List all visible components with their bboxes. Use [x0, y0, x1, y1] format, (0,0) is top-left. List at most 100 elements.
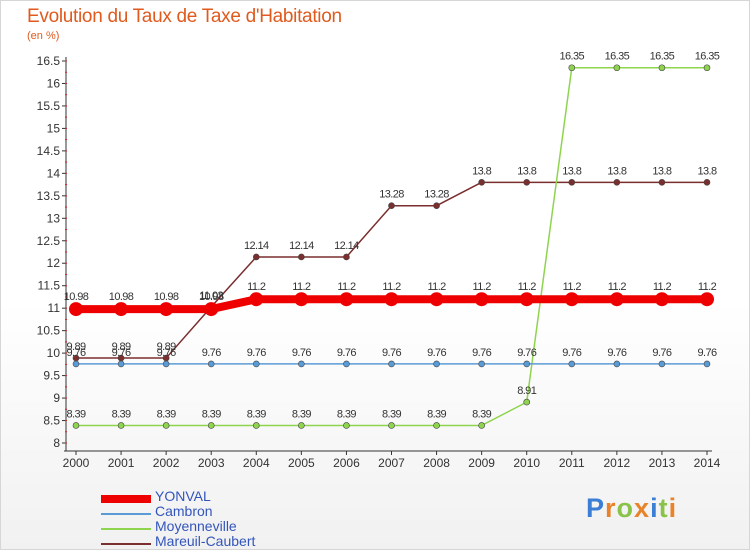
data-point: [433, 202, 440, 210]
legend-label: YONVAL: [155, 488, 211, 504]
data-point: [388, 360, 395, 368]
data-label: 8.39: [202, 408, 221, 420]
data-point: [519, 292, 534, 307]
y-tick-label: 12: [47, 256, 61, 270]
data-point: [72, 422, 80, 429]
data-point: [474, 292, 489, 307]
data-point: [339, 292, 354, 307]
x-tick-label: 2004: [243, 456, 270, 470]
data-label: 13.8: [517, 165, 536, 177]
x-tick-label: 2010: [513, 456, 540, 470]
data-label: 8.39: [292, 408, 311, 420]
data-point: [298, 360, 305, 368]
legend-label: Cambron: [155, 503, 213, 519]
data-label: 9.76: [697, 347, 716, 359]
data-label: 12.14: [334, 240, 359, 252]
data-point: [523, 398, 531, 406]
data-point: [117, 360, 125, 368]
data-point: [523, 360, 531, 368]
y-tick-label: 11: [48, 301, 61, 315]
data-label: 8.39: [66, 408, 85, 420]
chart-title: Evolution du Taux de Taxe d'Habitation: [27, 6, 342, 27]
data-label: 11.2: [427, 281, 446, 293]
data-point: [384, 292, 399, 307]
data-label: 9.76: [382, 347, 401, 359]
y-tick-label: 11.5: [38, 279, 61, 293]
data-point: [613, 64, 621, 72]
x-tick-label: 2007: [378, 456, 405, 470]
data-label: 13.8: [697, 165, 716, 177]
series-yonval: 10.98 10.98 10.98 10.98 11.2 11.2 11.2 11.2 11.2…: [64, 281, 717, 317]
logo-letter: i: [650, 493, 659, 523]
logo-letter: t: [658, 493, 669, 523]
data-point: [162, 360, 170, 368]
y-tick-label: 15.5: [37, 99, 61, 113]
y-tick-label: 16: [47, 76, 61, 90]
data-label: 13.8: [472, 165, 491, 177]
data-point: [162, 422, 170, 429]
x-tick-label: 2001: [108, 456, 135, 470]
data-point: [207, 360, 215, 368]
data-point: [609, 292, 624, 307]
data-point: [294, 292, 309, 307]
data-label: 9.89: [157, 341, 176, 353]
data-label: 8.39: [247, 408, 266, 420]
data-point: [703, 360, 711, 368]
data-point: [204, 302, 219, 317]
data-point: [658, 360, 666, 368]
data-label: 10.98: [64, 291, 89, 303]
data-label: 9.76: [607, 347, 626, 359]
x-tick-label: 2005: [288, 456, 315, 470]
x-tick-label: 2013: [649, 456, 676, 470]
data-label: 9.76: [562, 347, 581, 359]
x-tick-label: 2009: [468, 456, 495, 470]
data-point: [564, 292, 579, 307]
logo-letter: r: [605, 493, 617, 523]
data-label: 8.39: [472, 408, 491, 420]
data-label: 9.89: [66, 341, 85, 353]
data-point: [388, 422, 395, 429]
y-tick-label: 14.5: [37, 144, 61, 158]
data-point: [658, 64, 666, 72]
data-point: [343, 253, 350, 261]
data-point: [478, 179, 485, 186]
data-point: [568, 179, 576, 186]
data-point: [207, 422, 215, 429]
y-tick-label: 8: [53, 436, 60, 450]
data-label: 10.98: [199, 291, 224, 303]
data-point: [343, 360, 350, 368]
y-tick-label: 16.5: [37, 54, 61, 68]
data-label: 8.39: [427, 408, 446, 420]
y-tick-label: 14: [47, 166, 61, 180]
data-label: 11.2: [653, 281, 672, 293]
data-label: 13.28: [379, 189, 404, 201]
data-point: [159, 302, 174, 317]
proxiti-logo: Proxiti: [586, 493, 677, 524]
legend-swatch: [101, 543, 151, 545]
x-tick-label: 2014: [694, 456, 721, 470]
y-tick-label: 10.5: [37, 324, 61, 338]
data-point: [433, 360, 440, 368]
data-label: 9.76: [652, 347, 671, 359]
x-tick-label: 2006: [333, 456, 360, 470]
data-point: [249, 292, 264, 307]
data-label: 13.8: [562, 165, 581, 177]
series-line: [75, 66, 708, 427]
x-tick-label: 2012: [604, 456, 631, 470]
data-label: 9.76: [472, 347, 491, 359]
logo-letter: i: [668, 493, 678, 523]
data-label: 9.76: [427, 347, 446, 359]
data-point: [613, 360, 621, 368]
y-tick-label: 8.5: [43, 414, 60, 428]
data-point: [72, 360, 80, 368]
data-label: 9.89: [112, 341, 131, 353]
data-label: 11.2: [247, 281, 266, 293]
data-label: 16.35: [695, 51, 720, 63]
data-label: 9.76: [157, 347, 176, 359]
data-point: [654, 292, 669, 307]
logo-letter: P: [586, 493, 606, 523]
data-label: 11.2: [337, 281, 356, 293]
series-moyenneville: 8.39 8.39 8.39 8.39 8.39 8.39 8.39 8.39 8.39 8.39…: [66, 51, 720, 429]
series-cambron: 9.76 9.76 9.76 9.76 9.76 9.76 9.76 9.76 9.76 9.76…: [66, 347, 718, 368]
